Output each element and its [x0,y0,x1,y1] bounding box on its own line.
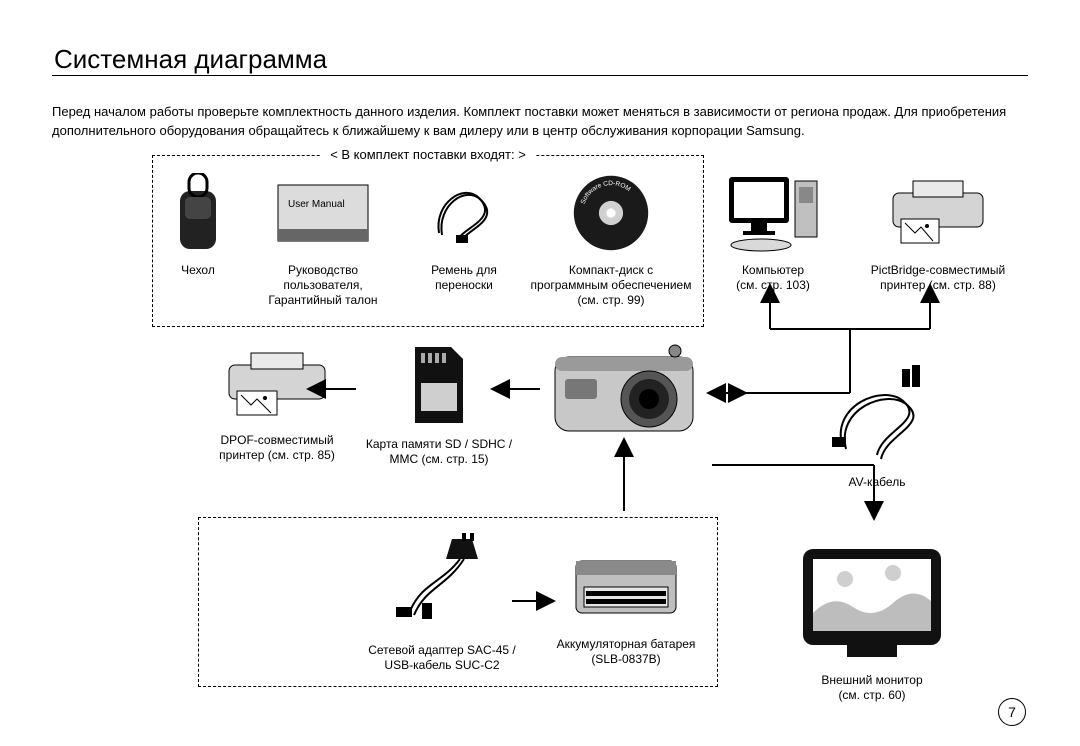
cd-icon: Software CD-ROM [568,173,654,253]
charger-icon [382,533,502,633]
page-title: Системная диаграмма [54,44,1028,75]
item-label: Чехол [158,263,238,278]
camera-icon [549,343,699,443]
item-label: Ремень дляпереноски [414,263,514,293]
item-label: Внешний монитор(см. стр. 60) [792,673,952,703]
item-label: Аккумуляторная батарея(SLB-0837B) [546,637,706,667]
item-pictbridge-printer: PictBridge-совместимыйпринтер (см. стр. … [858,173,1018,293]
tv-icon [797,543,947,663]
title-rule [52,75,1028,76]
item-label: AV-кабель [822,475,932,490]
svg-text:User Manual: User Manual [288,199,345,210]
battery-icon [566,547,686,627]
item-label: Сетевой адаптер SAC-45 /USB-кабель SUC-C… [362,643,522,673]
manual-page: Системная диаграмма Перед началом работы… [0,0,1080,746]
cable-icon [822,365,932,465]
sd-card-icon [407,343,471,427]
item-charger: Сетевой адаптер SAC-45 /USB-кабель SUC-C… [362,533,522,673]
item-label: Карта памяти SD / SDHC /MMC (см. стр. 15… [364,437,514,467]
printer-icon [883,173,993,253]
printer-icon [217,343,337,423]
item-tv: Внешний монитор(см. стр. 60) [792,543,952,703]
item-computer: Компьютер(см. стр. 103) [718,173,828,293]
item-label: DPOF-совместимыйпринтер (см. стр. 85) [202,433,352,463]
item-manual: User Manual Руководство пользователя,Гар… [248,173,398,308]
page-number: 7 [998,698,1026,726]
strap-icon [424,173,504,253]
item-sd-card: Карта памяти SD / SDHC /MMC (см. стр. 15… [364,343,514,467]
intro-text: Перед началом работы проверьте комплектн… [52,103,1028,141]
item-dpof-printer: DPOF-совместимыйпринтер (см. стр. 85) [202,343,352,463]
item-camera [544,343,704,453]
item-label: PictBridge-совместимыйпринтер (см. стр. … [858,263,1018,293]
item-cd: Software CD-ROM Компакт-диск спрограммны… [526,173,696,308]
item-battery: Аккумуляторная батарея(SLB-0837B) [546,547,706,667]
case-icon [173,173,223,253]
item-label: Компакт-диск спрограммным обеспечением(с… [526,263,696,308]
item-strap: Ремень дляпереноски [414,173,514,293]
item-av-cable: AV-кабель [822,365,932,490]
item-case: Чехол [158,173,238,278]
item-label: Компьютер(см. стр. 103) [718,263,828,293]
manual-icon: User Manual [268,173,378,253]
included-box-label: < В комплект поставки входят: > [320,147,536,162]
diagram-stage: < В комплект поставки входят: > Чехол Us… [52,155,1028,715]
computer-icon [725,173,821,253]
item-label: Руководство пользователя,Гарантийный тал… [248,263,398,308]
